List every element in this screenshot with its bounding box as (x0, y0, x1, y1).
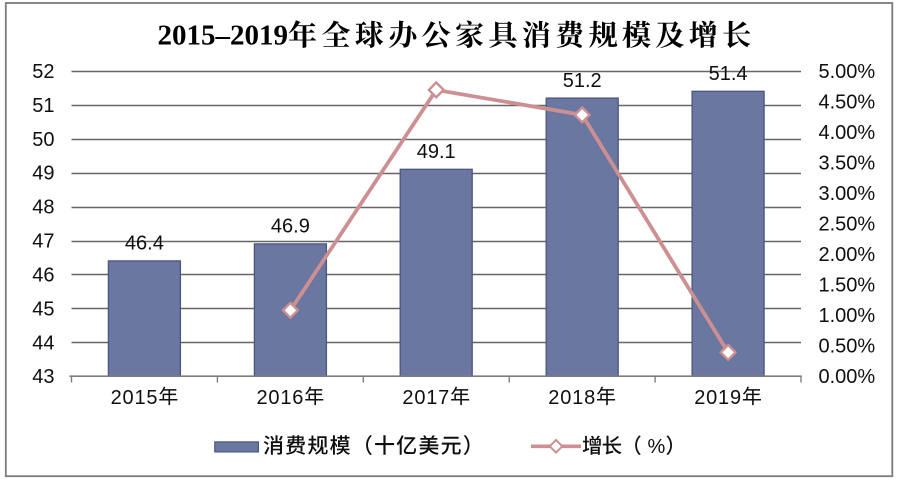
svg-text:2015–2019: 2015–2019 (158, 20, 289, 52)
svg-text:46: 46 (32, 265, 54, 287)
svg-text:2015: 2015 (111, 387, 159, 409)
svg-text:44: 44 (32, 332, 54, 354)
svg-text:5.00%: 5.00% (819, 61, 876, 83)
svg-text:51.4: 51.4 (709, 63, 748, 85)
svg-text:49.1: 49.1 (417, 141, 456, 163)
svg-text:2018: 2018 (548, 387, 596, 409)
svg-text:43: 43 (32, 366, 54, 388)
svg-text:%: % (648, 436, 666, 458)
svg-text:1.00%: 1.00% (819, 305, 876, 327)
svg-text:0.00%: 0.00% (819, 366, 876, 388)
svg-text:49: 49 (32, 163, 54, 185)
svg-text:4.50%: 4.50% (819, 92, 876, 114)
svg-text:3.50%: 3.50% (819, 153, 876, 175)
svg-text:2016: 2016 (257, 387, 305, 409)
svg-text:45: 45 (32, 298, 54, 320)
svg-text:51: 51 (32, 95, 54, 117)
svg-text:2.00%: 2.00% (819, 244, 876, 266)
svg-text:46.9: 46.9 (271, 216, 310, 238)
svg-text:1.50%: 1.50% (819, 275, 876, 297)
svg-text:2017: 2017 (402, 387, 450, 409)
svg-text:47: 47 (32, 231, 54, 253)
svg-text:51.2: 51.2 (563, 70, 602, 92)
svg-text:0.50%: 0.50% (819, 336, 876, 358)
svg-text:46.4: 46.4 (125, 233, 164, 255)
svg-text:52: 52 (32, 61, 54, 83)
svg-text:2019: 2019 (694, 387, 742, 409)
svg-text:3.00%: 3.00% (819, 183, 876, 205)
svg-text:48: 48 (32, 197, 54, 219)
svg-text:50: 50 (32, 129, 54, 151)
svg-text:2.50%: 2.50% (819, 214, 876, 236)
svg-text:4.00%: 4.00% (819, 122, 876, 144)
